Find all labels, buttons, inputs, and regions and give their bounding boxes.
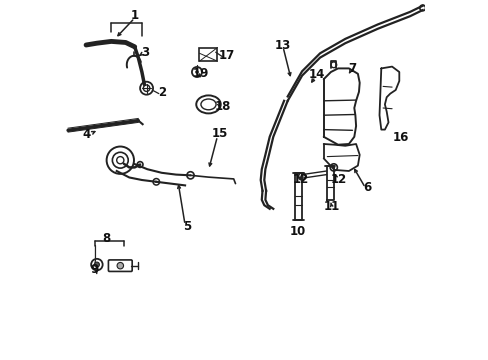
Text: 13: 13	[274, 39, 290, 52]
Text: 10: 10	[289, 225, 305, 238]
Circle shape	[117, 262, 123, 269]
Text: 3: 3	[141, 46, 148, 59]
Circle shape	[300, 175, 303, 178]
Text: 7: 7	[348, 62, 356, 75]
Circle shape	[94, 262, 99, 267]
Text: 6: 6	[363, 181, 370, 194]
Ellipse shape	[196, 95, 220, 113]
Text: 12: 12	[330, 173, 346, 186]
Text: 2: 2	[158, 86, 166, 99]
Text: 4: 4	[82, 128, 91, 141]
Text: 17: 17	[218, 49, 234, 62]
Circle shape	[332, 166, 335, 169]
Text: 8: 8	[102, 232, 110, 245]
Text: 12: 12	[292, 173, 308, 186]
Text: 15: 15	[211, 127, 228, 140]
Ellipse shape	[201, 99, 216, 110]
Text: 11: 11	[323, 200, 340, 213]
Circle shape	[195, 70, 199, 74]
Text: 1: 1	[130, 9, 139, 22]
FancyBboxPatch shape	[199, 48, 217, 61]
Text: 19: 19	[192, 67, 208, 80]
Text: 14: 14	[307, 68, 324, 81]
Text: 18: 18	[215, 100, 231, 113]
FancyBboxPatch shape	[108, 260, 132, 271]
Text: 5: 5	[183, 220, 191, 233]
Text: 16: 16	[392, 131, 408, 144]
Text: 9: 9	[90, 263, 98, 276]
